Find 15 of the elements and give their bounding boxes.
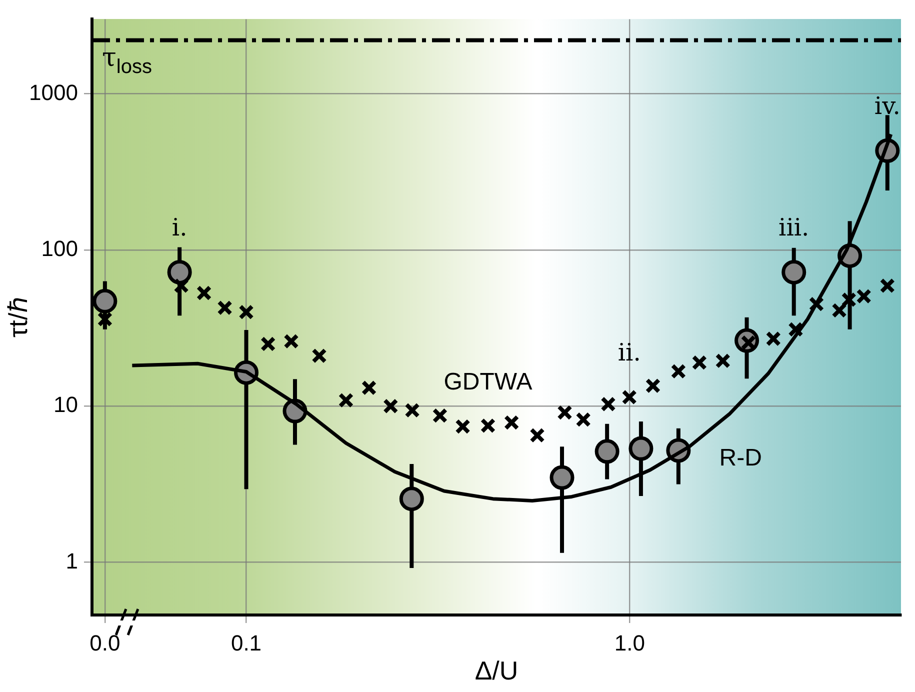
- series-label: R-D: [719, 444, 762, 472]
- x-tick-label: 1.0: [614, 630, 645, 656]
- annotation: i.: [172, 213, 188, 242]
- x-tick-label: 0.1: [230, 630, 262, 656]
- y-tick-label: 100: [41, 236, 78, 261]
- y-tick-label: 1: [66, 548, 78, 574]
- y-tick-label: 10: [54, 392, 78, 418]
- series-label: GDTWA: [444, 368, 532, 396]
- annotation: ii.: [618, 338, 641, 366]
- y-axis-title: τt/ℏ: [2, 296, 33, 338]
- x-axis-title: Δ/U: [474, 656, 518, 686]
- annotation: iii.: [778, 213, 810, 242]
- x-tick-label: 0.0: [90, 630, 120, 656]
- annotation: iv.: [874, 92, 900, 120]
- y-tick-label: 1000: [29, 80, 78, 105]
